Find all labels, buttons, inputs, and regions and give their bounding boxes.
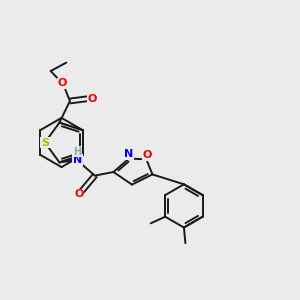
Text: H: H bbox=[73, 147, 82, 157]
Text: O: O bbox=[74, 189, 84, 199]
Text: S: S bbox=[41, 137, 49, 148]
Text: O: O bbox=[87, 94, 97, 103]
Text: O: O bbox=[57, 78, 67, 88]
Text: N: N bbox=[124, 149, 133, 159]
Text: O: O bbox=[143, 150, 152, 160]
Text: N: N bbox=[73, 155, 82, 165]
